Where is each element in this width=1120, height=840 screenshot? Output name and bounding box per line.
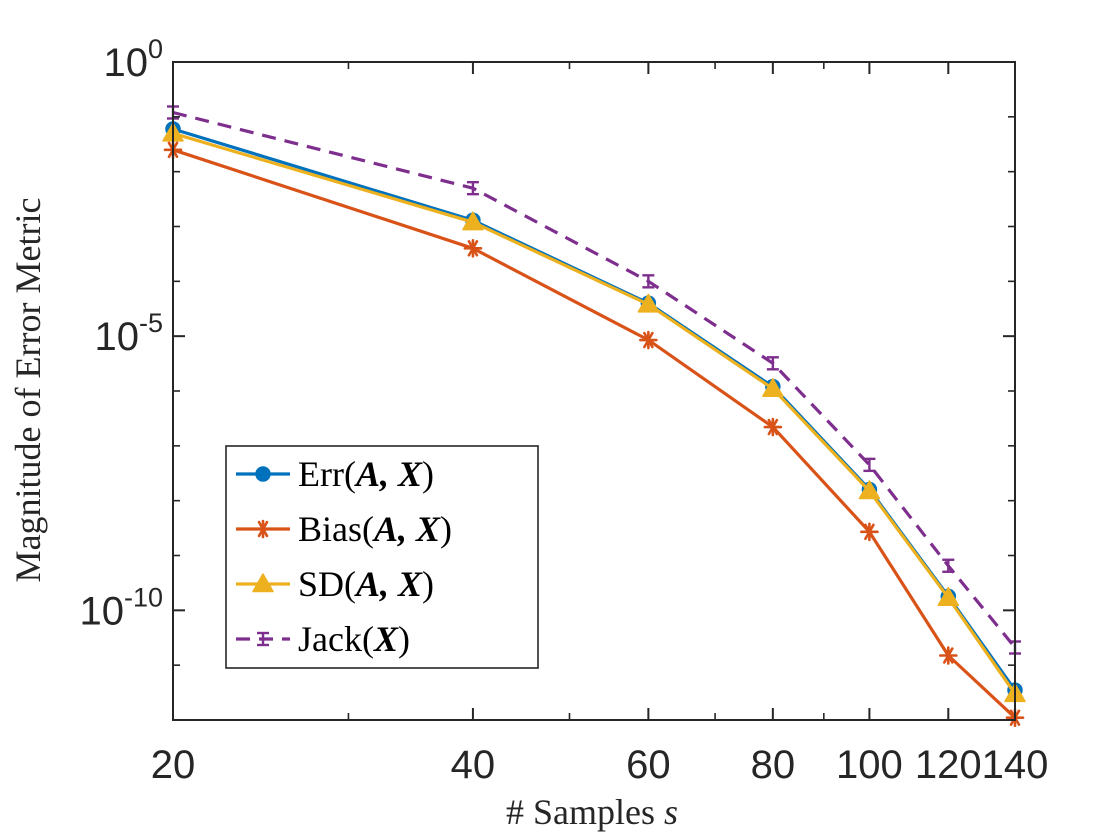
legend-item-jack: Jack(X) — [236, 619, 410, 659]
legend-item-err: Err(A, X) — [236, 454, 434, 494]
legend-box — [225, 445, 539, 669]
series-point-jack — [863, 457, 876, 473]
axes-layer: 100 10-5 10-10 20 40 60 80 100 120 140 — [79, 34, 1048, 787]
x-axis-title-prefix: # Samples — [506, 792, 664, 832]
series-point-jack — [942, 558, 955, 573]
series-point-sd — [462, 211, 484, 231]
series-point-sd — [762, 377, 784, 397]
series-point-jack — [642, 274, 655, 289]
x-axis-title-var: s — [664, 792, 678, 832]
x-tick-label: 40 — [451, 743, 496, 787]
legend-label-bias: Bias(A, X) — [298, 509, 452, 549]
y-tick-label: 100 — [103, 34, 163, 85]
legend-item-bias: Bias(A, X) — [236, 509, 452, 549]
series-point-bias — [463, 239, 483, 258]
legend-label-err: Err(A, X) — [298, 454, 434, 494]
series-sd — [162, 122, 1026, 703]
legend-marker-sd — [252, 573, 274, 593]
x-tick-label: 80 — [751, 743, 796, 787]
series-point-sd — [637, 293, 660, 313]
legend-label-jack: Jack(X) — [298, 619, 410, 659]
y-tick-label: 10-5 — [94, 308, 163, 359]
x-tick-label: 120 — [915, 743, 982, 787]
legend-marker-err — [255, 466, 271, 482]
series-point-sd — [858, 480, 881, 500]
series-point-jack — [766, 356, 779, 371]
series-point-jack — [466, 180, 479, 196]
series-point-bias — [763, 417, 783, 437]
x-tick-label: 20 — [151, 743, 196, 787]
legend-item-sd: SD(A, X) — [236, 564, 434, 604]
y-tick-label: 10-10 — [79, 582, 163, 633]
x-tick-label: 100 — [836, 743, 903, 787]
legend: Err(A, X) Bias(A, X) SD(A, X) Jack(X) — [225, 445, 539, 669]
series-point-sd — [937, 586, 960, 606]
legend-marker-bias — [253, 519, 273, 539]
y-axis-title: Magnitude of Error Metric — [8, 198, 48, 583]
x-axis-title: # Samples s — [506, 792, 678, 832]
series-point-bias — [860, 522, 879, 542]
series-point-bias — [938, 646, 958, 665]
series-point-bias — [639, 330, 658, 350]
x-tick-label: 140 — [982, 743, 1049, 787]
legend-marker-jack — [257, 631, 269, 647]
legend-label-sd: SD(A, X) — [298, 564, 434, 604]
x-tick-label: 60 — [626, 743, 671, 787]
